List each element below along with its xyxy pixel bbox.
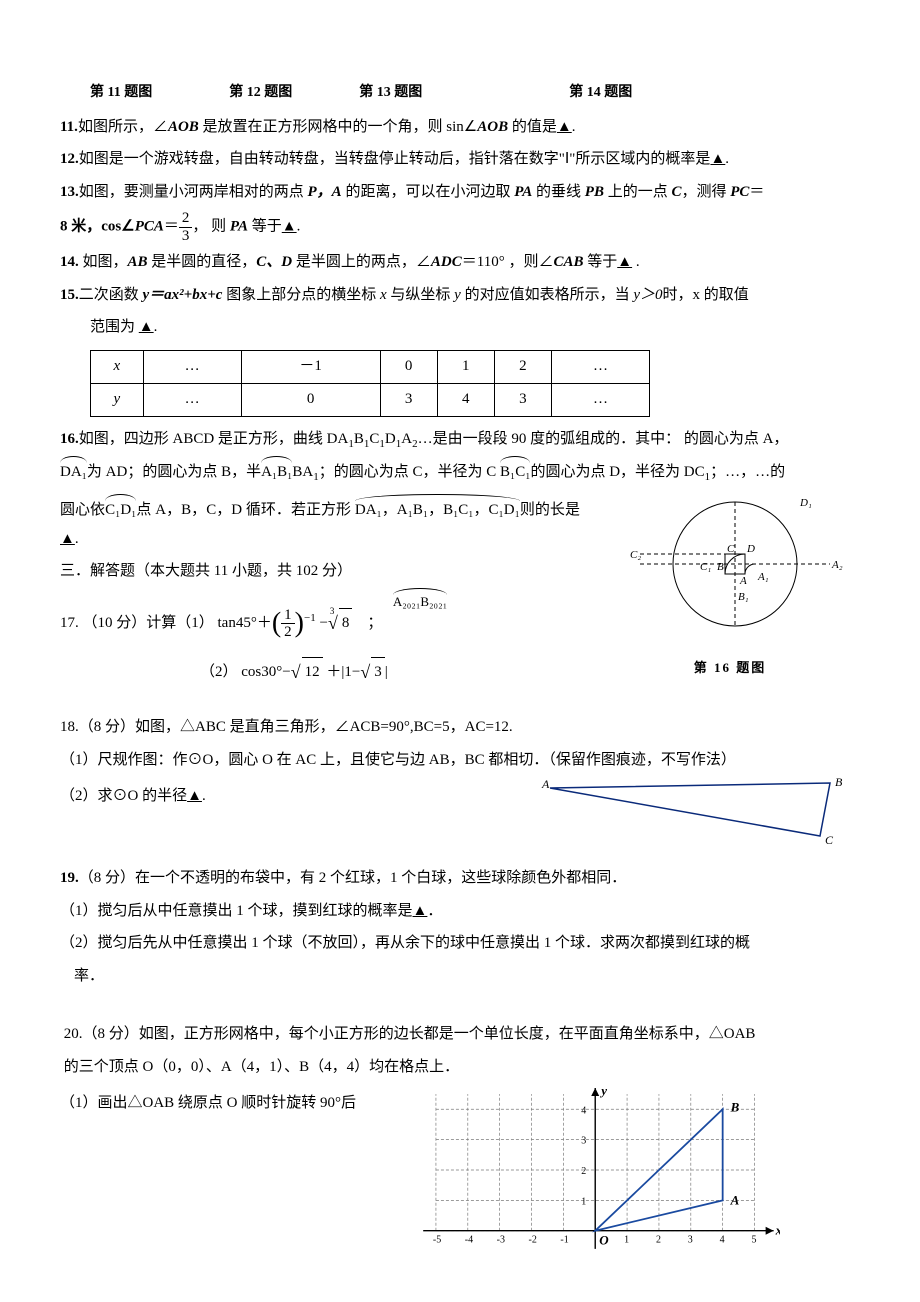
svg-text:-5: -5 xyxy=(433,1235,441,1246)
arc-da1: DA₁ xyxy=(60,458,87,487)
q18-p2: （2）求⊙O 的半径▲. xyxy=(60,782,520,811)
svg-text:y: y xyxy=(599,1085,607,1098)
q15-blank: ▲ xyxy=(139,319,154,335)
q11-blank: ▲ xyxy=(557,119,572,135)
svg-text:B: B xyxy=(730,1099,740,1114)
q19-num: 19. xyxy=(60,870,79,886)
svg-text:1: 1 xyxy=(624,1235,629,1246)
q20-row: （1）画出△OAB 绕原点 O 顺时针旋转 90°后 -5 -4 -3 -2 -1 1 2 3… xyxy=(60,1085,860,1255)
svg-text:A₂: A₂ xyxy=(831,559,843,571)
arc-a1b1: A₁B₁ xyxy=(261,458,292,487)
q20-p1: （1）画出△OAB 绕原点 O 顺时针旋转 90°后 xyxy=(60,1089,400,1118)
fig20: -5 -4 -3 -2 -1 1 2 3 4 5 1 2 3 4 O A Bx y xyxy=(420,1085,780,1255)
svg-text:A: A xyxy=(541,778,550,791)
table-row: y … 0 3 4 3 … xyxy=(91,383,650,416)
q19-p2b: 率． xyxy=(60,962,860,991)
svg-text:A: A xyxy=(730,1192,740,1207)
arc-b1c1: B₁C₁ xyxy=(500,458,530,487)
fig20-svg: -5 -4 -3 -2 -1 1 2 3 4 5 1 2 3 4 O A Bx y xyxy=(420,1085,780,1255)
svg-text:4: 4 xyxy=(581,1105,586,1116)
q11-num: 11. xyxy=(60,119,78,135)
fig11-label: 第 11 题图 xyxy=(90,80,152,107)
q14-blank: ▲ xyxy=(617,254,632,270)
q13-blank: ▲ xyxy=(282,219,297,235)
q15-table: x … －1 0 1 2 … y … 0 3 4 3 … xyxy=(90,350,650,417)
q11: 11.如图所示，∠AOB 是放置在正方形网格中的一个角，则 sin∠AOB 的值… xyxy=(60,113,860,142)
q15-line2: 范围为 ▲. xyxy=(60,313,860,342)
svg-text:B: B xyxy=(717,561,724,573)
q18-blank: ▲ xyxy=(187,788,202,804)
q18: 18.（8 分）如图，△ABC 是直角三角形，∠ACB=90°,BC=5，AC=… xyxy=(60,713,860,742)
svg-text:-2: -2 xyxy=(529,1235,537,1246)
q14: 14. 如图，AB 是半圆的直径，C、D 是半圆上的两点，∠ADC＝110° ，… xyxy=(60,248,860,277)
svg-text:-3: -3 xyxy=(497,1235,505,1246)
svg-text:B: B xyxy=(835,778,843,789)
q17: 17. （10 分）计算（1） tan45°＋(12)−1 −√38 ； xyxy=(60,606,580,641)
fig16: D₁ C₂ C₁ C D B A A₁ A₂ B₁ 第 16 题图 xyxy=(600,492,860,681)
fig13-label: 第 13 题图 xyxy=(359,80,422,107)
svg-text:A: A xyxy=(739,575,747,587)
fig16-caption: 第 16 题图 xyxy=(600,656,860,681)
q19: 19.（8 分）在一个不透明的布袋中，有 2 个红球，1 个白球，这些球除颜色外… xyxy=(60,864,860,893)
fig16-svg: D₁ C₂ C₁ C D B A A₁ A₂ B₁ xyxy=(600,492,860,652)
q16-row3: 圆心依C₁D₁点 A，B，C，D 循环．若正方形 DA₁，A₁B₁，B₁C₁，C… xyxy=(60,492,860,693)
q15-num: 15. xyxy=(60,287,79,303)
q17-num: 17. xyxy=(60,615,79,631)
svg-text:C: C xyxy=(825,833,834,847)
q16-l3: 圆心依C₁D₁点 A，B，C，D 循环．若正方形 DA₁，A₁B₁，B₁C₁，C… xyxy=(60,496,580,553)
fig18-svg: A B C xyxy=(540,778,860,848)
svg-text:C: C xyxy=(727,543,735,555)
q12-num: 12. xyxy=(60,151,79,167)
q13-line2: 8 米，cos∠PCA＝23， 则 PA 等于▲. xyxy=(60,210,860,244)
q18-num: 18. xyxy=(60,719,79,735)
q18-row: （2）求⊙O 的半径▲. A B C xyxy=(60,778,860,848)
q19-blank: ▲ xyxy=(413,903,428,919)
svg-text:2: 2 xyxy=(581,1166,586,1177)
q17-p2: （2） cos30°−√12 ＋|1−√3| xyxy=(60,655,580,689)
q13-frac: 23 xyxy=(179,210,193,244)
q19-p1: （1）搅匀后从中任意摸出 1 个球，摸到红球的概率是▲． xyxy=(60,897,860,926)
svg-text:2: 2 xyxy=(656,1235,661,1246)
q20-l2: 的三个顶点 O（0，0）、A（4，1）、B（4，4）均在格点上． xyxy=(60,1053,860,1082)
arc-final: A₂₀₂₁B₂₀₂₁ xyxy=(393,590,447,615)
svg-text:1: 1 xyxy=(581,1196,586,1207)
q12-blank: ▲ xyxy=(710,151,725,167)
svg-text:5: 5 xyxy=(752,1235,757,1246)
q20: 20.（8 分）如图，正方形网格中，每个小正方形的边长都是一个单位长度，在平面直… xyxy=(60,1020,860,1049)
svg-text:3: 3 xyxy=(581,1136,586,1147)
q13: 13.如图，要测量小河两岸相对的两点 P，A 的距离，可以在小河边取 PA 的垂… xyxy=(60,178,860,207)
svg-text:A₁: A₁ xyxy=(757,571,769,583)
q14-num: 14. xyxy=(60,254,79,270)
q16-l2: DA₁为 AD；的圆心为点 B，半A₁B₁BA1；的圆心为点 C，半径为 C B… xyxy=(60,458,860,488)
q16-blank: ▲ xyxy=(60,531,75,547)
svg-text:O: O xyxy=(599,1233,609,1248)
q20-num: 20. xyxy=(64,1026,83,1042)
fig18: A B C xyxy=(540,778,860,848)
section-3-title: 三．解答题（本大题共 11 小题，共 102 分） xyxy=(60,557,580,586)
svg-text:D₁: D₁ xyxy=(799,497,812,509)
svg-text:C₁: C₁ xyxy=(700,561,711,573)
svg-text:4: 4 xyxy=(720,1235,725,1246)
q15: 15.二次函数 y＝ax²+bx+c 图象上部分点的横坐标 x 与纵坐标 y 的… xyxy=(60,281,860,310)
fig12-label: 第 12 题图 xyxy=(229,80,292,107)
svg-text:-4: -4 xyxy=(465,1235,473,1246)
svg-text:-1: -1 xyxy=(560,1235,568,1246)
svg-text:B₁: B₁ xyxy=(738,591,749,603)
q13-num: 13. xyxy=(60,184,79,200)
figure-labels-row: 第 11 题图 第 12 题图 第 13 题图 第 14 题图 xyxy=(60,80,860,107)
fig14-label: 第 14 题图 xyxy=(569,80,632,107)
arc-c1d1: C₁D₁ xyxy=(105,496,136,525)
q12: 12.如图是一个游戏转盘，自由转动转盘，当转盘停止转动后，指针落在数字"Ⅰ"所示… xyxy=(60,145,860,174)
q16-num: 16. xyxy=(60,431,79,447)
table-row: x … －1 0 1 2 … xyxy=(91,350,650,383)
svg-text:D: D xyxy=(746,543,755,555)
svg-text:C₂: C₂ xyxy=(630,549,641,561)
svg-text:3: 3 xyxy=(688,1235,693,1246)
q16-l1: 16.如图，四边形 ABCD 是正方形，曲线 DA1B1C1D1A2…是由一段段… xyxy=(60,425,860,455)
svg-text:x: x xyxy=(775,1223,780,1238)
q18-p1: （1）尺规作图：作⊙O，圆心 O 在 AC 上，且使它与边 AB，BC 都相切．… xyxy=(60,746,860,775)
q19-p2: （2）搅匀后先从中任意摸出 1 个球（不放回），再从余下的球中任意摸出 1 个球… xyxy=(60,929,860,958)
